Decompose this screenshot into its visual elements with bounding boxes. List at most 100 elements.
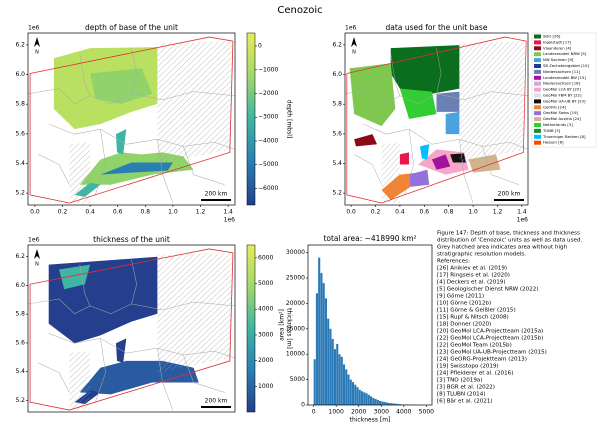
histogram-bar <box>354 384 357 405</box>
colorbar-tick-label: 6000 <box>258 254 273 261</box>
legend-label: NW Sachsen [9] <box>543 57 574 62</box>
x-tick-label: 1.4 <box>517 209 527 216</box>
caption-line: [26] Anikiev et al. (2019) <box>437 266 507 272</box>
caption-line: [23] GeoMol UA-UB-Projectteam (2015) <box>437 350 547 356</box>
x-tick-label: 0.6 <box>113 209 123 216</box>
colorbar-tick-label: −1000 <box>258 66 278 73</box>
x-tick-label: 0.2 <box>371 209 381 216</box>
y-tick-label: 5.2 <box>15 397 25 404</box>
colorbar-tick-label: 2000 <box>258 357 273 364</box>
colorbar-tick-label: −3000 <box>258 114 278 121</box>
x-tick-label: 2000 <box>351 409 366 416</box>
legend-label: Niedersachsen [18] <box>543 81 581 86</box>
legend-swatch <box>534 87 541 92</box>
y-tick-label: 15000 <box>286 325 305 332</box>
histogram-bar <box>356 387 359 405</box>
legend-label: Landesmodell NRW [5] <box>543 51 587 56</box>
legend-label: GeoMol Swiss [19] <box>543 110 579 115</box>
caption-line: distribution of 'Cenozoic' units as well… <box>437 238 582 244</box>
x-tick-label: 0.0 <box>346 209 356 216</box>
y-tick-label: 5.6 <box>15 130 25 137</box>
colorbar-tick-label: −6000 <box>258 185 278 192</box>
x-tick-label: 0.8 <box>444 209 454 216</box>
legend-label: Landesmodell BW [15] <box>543 75 586 80</box>
histogram-bar <box>383 401 386 405</box>
caption-line: [3] BGR et al. (2022) <box>437 385 495 391</box>
y-offset-label: 1e6 <box>28 25 40 32</box>
legend-swatch <box>534 64 541 68</box>
scale-bar <box>201 199 231 201</box>
x-tick-label: 1.4 <box>223 209 233 216</box>
axes-frame <box>307 244 433 406</box>
caption-line: [10] Görne (2012b) <box>437 301 491 307</box>
colorbar-label: thickness [m] <box>286 308 293 349</box>
legend-swatch <box>534 111 541 116</box>
y-tick-label: 5.4 <box>15 368 25 375</box>
x-tick-label: 1.0 <box>468 209 478 216</box>
colorbar-tick-label: 1000 <box>258 383 273 390</box>
legend-swatch <box>534 140 541 145</box>
histogram-bar <box>324 298 328 405</box>
histogram-bar <box>394 403 397 405</box>
legend-swatch <box>534 75 541 80</box>
legend-label: GeORG [24] <box>543 104 566 109</box>
y-tick-label: 5.4 <box>15 160 25 167</box>
caption-line: [8] TLUBN (2014) <box>437 392 485 398</box>
colorbar-tick-label: 4000 <box>258 306 273 313</box>
histogram-bar <box>318 257 321 405</box>
legend-label: Ingolstadt [17] <box>543 39 572 44</box>
legend-label: GeoMol UA-UB BY [23] <box>543 98 586 103</box>
legend-label: Niedersachsen [11] <box>543 69 581 74</box>
figure-title: Cenozoic <box>277 5 322 16</box>
x-tick-label: 0.4 <box>85 209 95 216</box>
y-tick-label: 5.8 <box>332 101 342 108</box>
legend-swatch <box>534 134 541 139</box>
x-tick-label: 4000 <box>396 409 411 416</box>
colorbar-tick-label: −4000 <box>258 137 278 144</box>
histogram-bar <box>340 356 343 405</box>
histogram-bar <box>379 400 382 405</box>
north-arrow <box>351 37 357 47</box>
chart-title: total area: ~418990 km² <box>323 234 416 243</box>
histogram-bar <box>388 402 391 405</box>
x-tick-label: 0.2 <box>58 209 68 216</box>
histogram-bar <box>381 401 384 405</box>
histogram-bar <box>342 364 346 405</box>
x-axis-label: thickness [m] <box>350 417 391 424</box>
colorbar-tick-label: −5000 <box>258 161 278 168</box>
legend-swatch <box>534 123 541 127</box>
caption-line: [24] Pfleiderer et al. (2016) <box>437 371 513 377</box>
north-label: N <box>352 50 356 56</box>
histogram-bar <box>345 369 348 405</box>
y-offset-label: 1e6 <box>28 237 40 244</box>
y-tick-label: 10000 <box>286 351 305 358</box>
x-offset-label: 1e6 <box>517 217 529 224</box>
caption-line: [24] GeORG-Projektteam (2013) <box>437 357 527 363</box>
legend-swatch <box>534 93 541 98</box>
caption-line: [9] Görne (2011) <box>437 294 484 300</box>
y-tick-label: 5.2 <box>332 190 342 197</box>
histogram-bar <box>358 389 361 405</box>
legend-swatch <box>534 128 541 133</box>
histogram-bar <box>376 399 379 405</box>
histogram-bar <box>390 403 393 405</box>
north-label: N <box>35 50 39 56</box>
y-tick-label: 5.6 <box>15 339 25 346</box>
x-tick-label: 1.2 <box>493 209 503 216</box>
y-tick-label: 20000 <box>286 300 305 307</box>
map-title: thickness of the unit <box>93 235 170 244</box>
x-tick-label: 5000 <box>419 409 434 416</box>
x-tick-label: 0.6 <box>420 209 430 216</box>
y-tick-label: 6.2 <box>15 253 25 260</box>
caption-line: Figure 147: Depth of base, thickness and… <box>437 231 580 237</box>
x-offset-label: 1e6 <box>224 217 236 224</box>
y-tick-label: 25000 <box>286 275 305 282</box>
legend-label: Hessen [6] <box>543 140 564 145</box>
y-axis-label: area [km²] <box>279 309 286 341</box>
legend-label: Vlaanderen [4] <box>543 45 572 50</box>
caption-line: [20] GeoMol LCA-Projectteam (2015a) <box>437 329 543 335</box>
caption-line: References: <box>437 259 470 265</box>
colorbar-tick-label: −2000 <box>258 90 278 97</box>
x-tick-label: 3000 <box>374 409 389 416</box>
